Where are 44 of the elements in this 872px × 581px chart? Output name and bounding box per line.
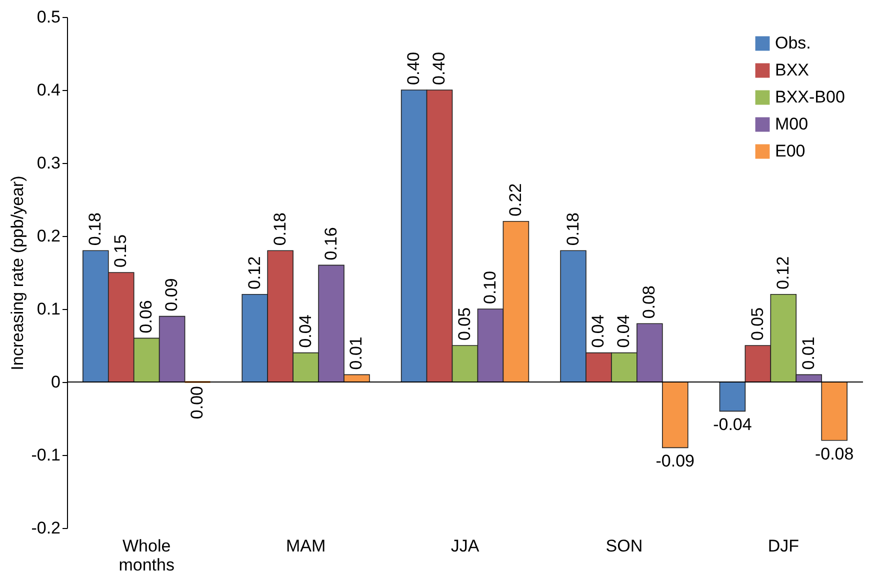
x-tick-label: DJF: [768, 536, 799, 556]
data-label: 0.40: [404, 52, 424, 85]
data-label: 0.01: [346, 336, 366, 370]
legend-label: E00: [775, 142, 806, 160]
x-tick-label: Whole months: [118, 536, 174, 574]
legend-label: BXX-B00: [775, 88, 845, 106]
x-tick-label: SON: [606, 536, 643, 556]
data-label: 0.40: [430, 52, 449, 85]
y-tick-label: 0: [51, 372, 60, 392]
data-label: 0.04: [296, 314, 315, 348]
y-axis-title: Increasing rate (ppb/year): [8, 176, 28, 370]
legend-label: Obs.: [775, 34, 811, 52]
y-tick-label: 0.3: [36, 154, 60, 172]
x-tick-label: JJA: [450, 536, 480, 556]
y-tick-label: 0.4: [36, 80, 60, 100]
data-label: 0.05: [748, 307, 767, 340]
data-label: -0.08: [814, 444, 854, 464]
y-tick-label: 0.1: [36, 300, 60, 318]
data-label: 0.04: [588, 314, 608, 348]
y-tick-label: 0.5: [36, 8, 60, 26]
data-label: 0.18: [270, 212, 290, 246]
data-label: 0.08: [640, 286, 659, 319]
data-label: 0.18: [86, 212, 105, 246]
data-label: 0.10: [480, 270, 500, 304]
data-label: 0.12: [773, 256, 792, 290]
legend-label: BXX: [775, 60, 810, 80]
data-label: 0.15: [111, 234, 130, 268]
data-label: 0.16: [321, 227, 340, 260]
data-label: 0.22: [506, 183, 525, 216]
data-label: -0.04: [713, 415, 752, 434]
data-label: 0.18: [563, 212, 582, 246]
y-tick-label: 0.2: [36, 226, 60, 246]
data-label: 0.01: [798, 336, 818, 370]
data-label: 0.06: [136, 300, 156, 334]
data-label: 0.04: [614, 314, 634, 348]
data-label: 0.00: [188, 386, 207, 420]
data-label: 0.09: [162, 278, 182, 312]
legend-label: M00: [775, 114, 808, 134]
y-tick-label: -0.2: [31, 518, 60, 538]
data-label: -0.09: [656, 452, 695, 471]
y-tick-label: -0.1: [31, 446, 60, 464]
data-label: 0.12: [244, 256, 264, 290]
x-tick-label: MAM: [286, 536, 326, 556]
data-label: 0.05: [455, 307, 474, 340]
